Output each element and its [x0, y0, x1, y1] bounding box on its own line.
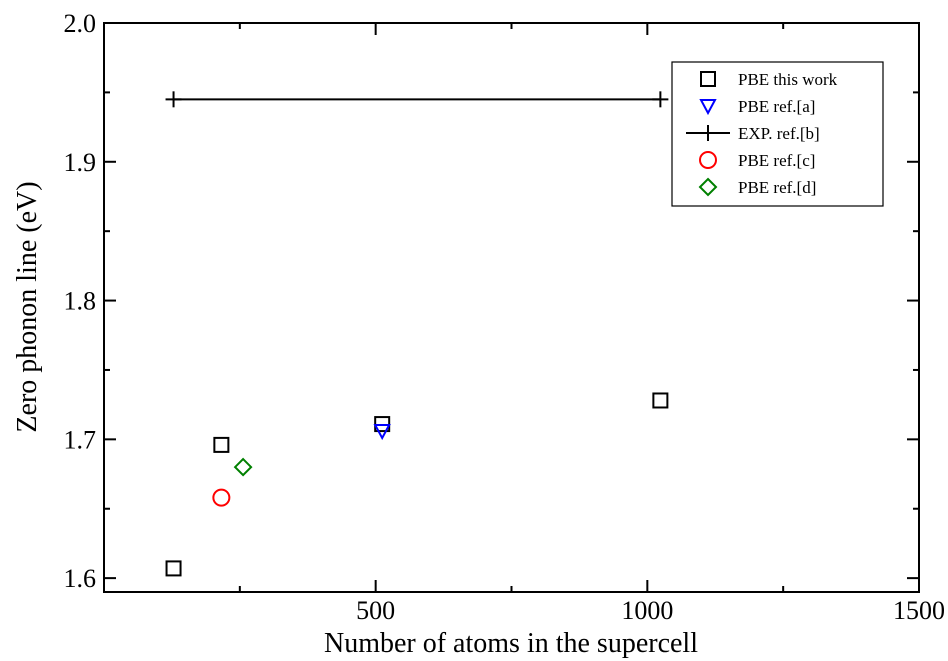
- data-point: [213, 436, 230, 453]
- data-point: [233, 457, 253, 477]
- x-tick-labels: 500 1000 1500: [356, 596, 945, 625]
- data-point: [373, 424, 391, 441]
- series-3: [212, 488, 231, 507]
- axis-ticks: [104, 22, 920, 592]
- legend-marker: [699, 151, 717, 169]
- series-4: [233, 457, 253, 477]
- series-1: [373, 424, 391, 441]
- y-tick-label: 1.7: [64, 425, 97, 454]
- legend-label: EXP. ref.[b]: [738, 124, 820, 143]
- legend-label: PBE ref.[c]: [738, 151, 815, 170]
- y-tick-label: 1.6: [64, 564, 97, 593]
- series-0: [165, 392, 669, 577]
- y-tick-labels: 1.6 1.7 1.8 1.9 2.0: [64, 9, 97, 593]
- legend-marker: [699, 99, 717, 116]
- y-tick-label: 1.8: [64, 287, 97, 316]
- legend-label: PBE ref.[a]: [738, 97, 815, 116]
- legend-marker: [700, 71, 716, 87]
- data-point: [165, 91, 182, 108]
- series-2: [165, 91, 669, 108]
- data-point: [212, 488, 231, 507]
- x-tick-label: 1500: [893, 596, 945, 625]
- data-point: [652, 91, 669, 108]
- legend-marker: [700, 125, 716, 141]
- x-axis-title: Number of atoms in the supercell: [324, 628, 698, 659]
- legend-label: PBE this work: [738, 70, 838, 89]
- x-tick-label: 500: [356, 596, 395, 625]
- data-series: [165, 91, 669, 577]
- data-point: [165, 560, 182, 577]
- y-tick-label: 2.0: [64, 9, 97, 38]
- y-axis-title: Zero phonon line (eV): [12, 181, 43, 432]
- legend-label: PBE ref.[d]: [738, 178, 816, 197]
- y-tick-label: 1.9: [64, 148, 97, 177]
- legend-marker: [698, 177, 718, 197]
- legend: PBE this work PBE ref.[a] EXP. ref.[b] PBE …: [671, 61, 884, 207]
- x-tick-label: 1000: [621, 596, 673, 625]
- data-point: [652, 392, 669, 409]
